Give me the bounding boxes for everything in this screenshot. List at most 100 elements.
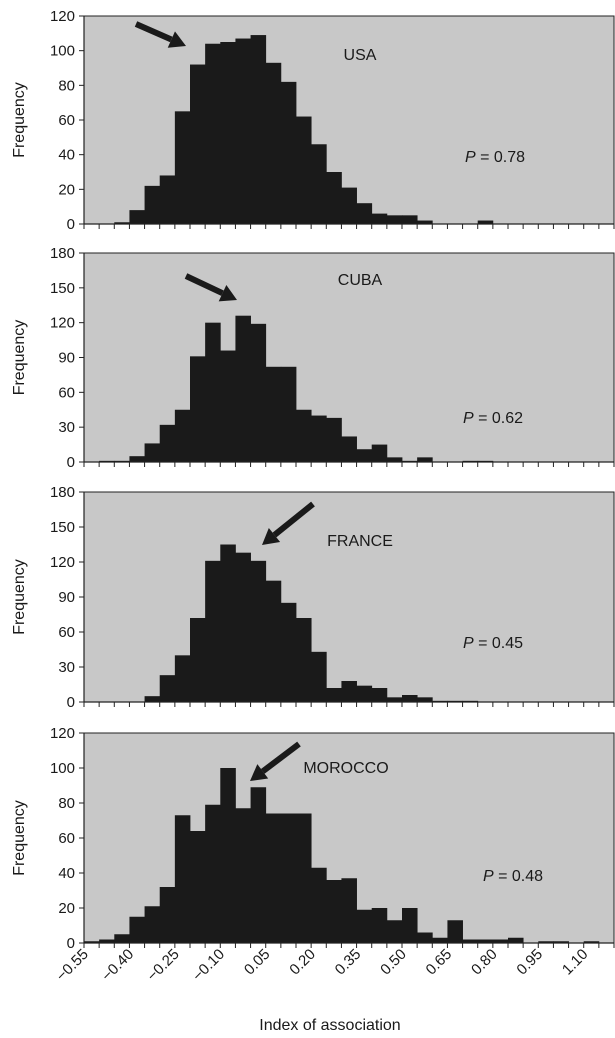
- y-tick-label: 180: [50, 484, 75, 501]
- bar: [99, 939, 115, 943]
- bar: [477, 220, 494, 224]
- bar: [205, 43, 221, 225]
- bar: [129, 210, 145, 224]
- bar: [280, 602, 297, 702]
- y-tick-label: 80: [58, 795, 75, 812]
- y-tick-label: 100: [50, 43, 75, 60]
- x-tick-label: 0.20: [286, 946, 319, 979]
- arrow-shaft: [184, 273, 224, 296]
- y-tick-label: 20: [58, 181, 75, 198]
- y-tick-label: 80: [58, 77, 75, 94]
- x-tick-label: 0.50: [377, 946, 410, 979]
- arrow-shaft: [260, 741, 301, 774]
- bar: [311, 415, 327, 462]
- y-tick-label: 0: [67, 694, 75, 711]
- bar: [371, 688, 388, 702]
- x-tick-label: 1.10: [559, 946, 592, 979]
- bar: [220, 544, 236, 702]
- bar: [265, 366, 282, 462]
- x-tick-label: 0.35: [332, 946, 365, 979]
- y-tick-label: 150: [50, 519, 75, 536]
- bar: [402, 695, 418, 702]
- p-value-label: P = 0.45: [463, 635, 523, 652]
- bar: [144, 696, 161, 702]
- y-tick-label: 180: [50, 245, 75, 262]
- bar: [386, 457, 403, 462]
- bar: [280, 81, 297, 225]
- bar: [417, 220, 433, 224]
- arrow-head: [167, 31, 186, 48]
- y-tick-label: 60: [58, 830, 75, 847]
- bar: [144, 906, 161, 943]
- y-axis-title: Frequency: [11, 320, 28, 396]
- country-label: CUBA: [338, 272, 383, 289]
- bar: [462, 939, 479, 943]
- bar: [159, 175, 176, 224]
- bar: [326, 880, 342, 943]
- bar: [311, 651, 327, 702]
- arrow-head: [262, 527, 281, 545]
- x-tick-label: −0.40: [98, 946, 137, 985]
- bar: [402, 215, 418, 224]
- bar: [220, 768, 236, 943]
- bar: [417, 932, 433, 943]
- arrow-shaft: [272, 501, 315, 538]
- bar: [174, 409, 191, 462]
- arrow-head: [250, 764, 269, 781]
- bar: [296, 813, 312, 943]
- arrow-head: [218, 285, 237, 302]
- bar: [114, 222, 130, 224]
- p-symbol: P: [463, 410, 474, 427]
- bar: [159, 675, 176, 702]
- bar: [432, 937, 448, 943]
- bar: [417, 697, 433, 702]
- y-tick-label: 100: [50, 760, 75, 777]
- x-axis-title: Index of association: [259, 1017, 400, 1034]
- bar: [220, 350, 236, 462]
- x-tick-label: 0.05: [241, 946, 274, 979]
- bar: [265, 580, 282, 702]
- bar: [144, 185, 161, 224]
- bar: [129, 916, 145, 943]
- bar: [280, 366, 297, 462]
- p-value: = 0.48: [494, 868, 543, 885]
- p-value-label: P = 0.48: [483, 868, 543, 885]
- x-tick-labels: −0.55 −0.40 −0.25 −0.10 0.05 0.20 0.35 0.50 0.65…: [53, 946, 592, 985]
- bar: [235, 552, 251, 702]
- bar: [205, 322, 221, 462]
- panel-france: 0 30 60 90 120 150 180 Frequency FRANCE P = 0.45: [11, 484, 615, 711]
- bar: [265, 813, 282, 943]
- y-tick-label: 30: [58, 659, 75, 676]
- bar: [235, 315, 251, 462]
- p-value: = 0.78: [476, 149, 525, 166]
- bar: [129, 456, 145, 462]
- p-value: = 0.62: [474, 410, 523, 427]
- bar: [250, 323, 267, 462]
- y-tick-label: 60: [58, 624, 75, 641]
- y-tick-label: 60: [58, 384, 75, 401]
- bar: [326, 172, 342, 224]
- panel-morocco: 0 20 40 60 80 100 120 Frequency MOROCCO P = 0.48: [11, 725, 615, 952]
- bar: [341, 436, 357, 462]
- p-value-label: P = 0.62: [463, 410, 523, 427]
- bar: [356, 909, 373, 943]
- bar: [235, 808, 251, 943]
- bar: [220, 42, 236, 224]
- y-tick-label: 0: [67, 216, 75, 233]
- y-tick-label: 40: [58, 147, 75, 164]
- panel-cuba: 0 30 60 90 120 150 180 Frequency CUBA P = 0.62: [11, 245, 615, 471]
- x-tick-label: 0.95: [513, 946, 546, 979]
- bar: [144, 443, 161, 462]
- bar: [326, 688, 342, 702]
- bar: [492, 939, 509, 943]
- x-tick-label: 0.65: [423, 946, 456, 979]
- bar: [311, 867, 327, 943]
- x-tick-label: −0.25: [144, 946, 183, 985]
- bar: [174, 111, 191, 224]
- bar: [447, 920, 463, 943]
- arrow-shaft: [134, 21, 173, 43]
- bar: [296, 618, 312, 702]
- y-axis-title: Frequency: [11, 82, 28, 158]
- bar: [326, 417, 342, 462]
